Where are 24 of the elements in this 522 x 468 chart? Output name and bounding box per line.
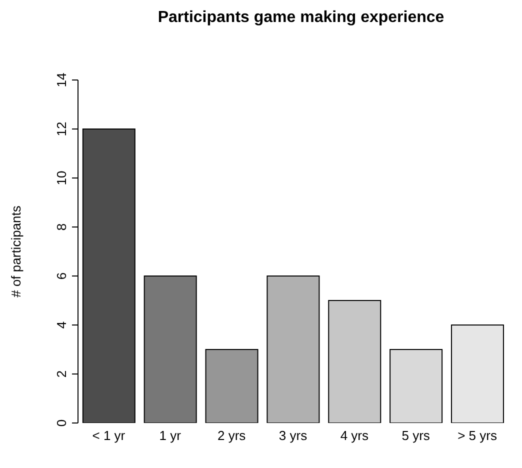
bar	[390, 349, 443, 423]
y-tick-label: 2	[54, 370, 69, 378]
bar	[328, 300, 382, 423]
y-tick-label: 6	[54, 272, 69, 280]
bar	[266, 276, 320, 423]
bar	[82, 128, 136, 423]
chart-title: Participants game making experience	[156, 8, 446, 28]
x-tick-label: 1 yr	[159, 428, 182, 444]
bar	[205, 349, 258, 423]
x-tick-label: 2 yrs	[217, 428, 246, 444]
y-axis-title: # of participants	[8, 205, 24, 298]
bar	[144, 276, 197, 423]
x-tick-label: 3 yrs	[278, 428, 308, 444]
bar	[450, 324, 504, 423]
x-tick-label: < 1 yr	[92, 428, 126, 444]
y-tick-label: 12	[54, 122, 69, 136]
x-tick-label: 4 yrs	[340, 428, 370, 444]
x-tick-label: 5 yrs	[402, 428, 430, 444]
x-tick-label: > 5 yrs	[458, 428, 498, 444]
y-tick-label: 8	[54, 223, 69, 231]
y-tick-label: 4	[54, 321, 69, 329]
y-tick-label: 10	[54, 170, 69, 186]
y-tick-label: 14	[54, 72, 69, 88]
y-tick-label: 0	[54, 419, 69, 427]
